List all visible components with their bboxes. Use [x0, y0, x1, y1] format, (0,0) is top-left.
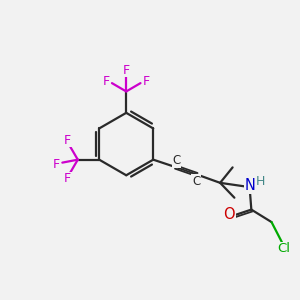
Text: F: F [143, 74, 150, 88]
Text: C: C [192, 175, 200, 188]
Text: F: F [64, 172, 71, 185]
Text: F: F [53, 158, 60, 171]
Text: O: O [224, 207, 235, 222]
Text: F: F [102, 74, 110, 88]
Text: F: F [64, 134, 71, 147]
Text: C: C [172, 154, 181, 167]
Text: Cl: Cl [277, 242, 290, 255]
Text: H: H [256, 176, 266, 188]
Text: F: F [123, 64, 130, 76]
Text: N: N [244, 178, 255, 193]
